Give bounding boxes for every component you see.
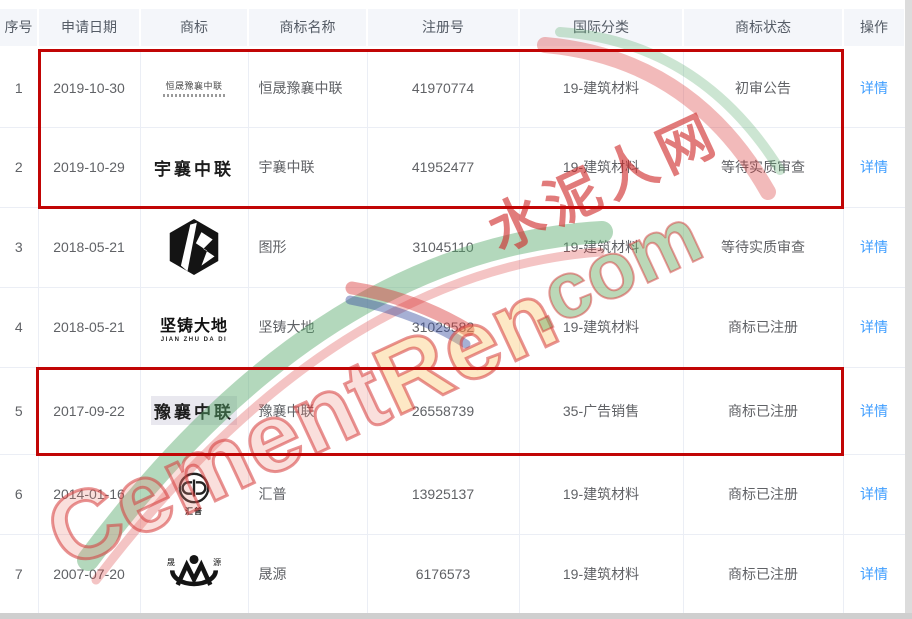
row-index: 7 — [14, 566, 23, 582]
window-edge-bottom — [0, 613, 912, 619]
column-header-index: 序号 — [0, 9, 39, 49]
intl-classification: 19-建筑材料 — [562, 566, 640, 582]
trademark-status: 初审公告 — [735, 79, 791, 96]
detail-link[interactable]: 详情 — [860, 566, 888, 582]
trademark-status: 等待实质审查 — [721, 239, 805, 255]
trademark-status: 等待实质审查 — [721, 159, 805, 175]
registration-number: 6176573 — [415, 566, 471, 582]
application-date: 2019-10-30 — [53, 79, 125, 96]
table-row: 2 2019-10-29 宇襄中联 宇襄中联 41952477 19-建筑材料 … — [0, 127, 906, 208]
table-row: 1 2019-10-30 恒晟豫襄中联 恒晟豫襄中联 41970774 19-建… — [0, 47, 906, 128]
trademark-status: 商标已注册 — [728, 319, 798, 335]
row-index: 6 — [14, 486, 23, 502]
column-header-status: 商标状态 — [683, 9, 844, 49]
trademark-name: 晟源 — [258, 566, 287, 582]
column-header-mark: 商标 — [140, 9, 249, 49]
table-row: 4 2018-05-21 坚铸大地 JIAN ZHU DA DI 坚铸大地 31… — [0, 287, 906, 368]
row-index: 1 — [14, 79, 23, 96]
registration-number: 41970774 — [411, 79, 475, 96]
table-row: 6 2014-01-16 汇普 汇普 13925137 19-建筑材料 商标已注… — [0, 454, 906, 535]
intl-classification: 19-建筑材料 — [562, 239, 640, 255]
row-index: 4 — [14, 319, 23, 335]
registration-number: 13925137 — [411, 486, 475, 502]
trademark-image-calligraphy: 豫襄中联 — [141, 396, 248, 425]
intl-classification: 19-建筑材料 — [562, 79, 640, 96]
table-row: 3 2018-05-21 图形 31045110 19-建筑材料 等待实质审查 … — [0, 207, 906, 288]
table-header-row: 序号 申请日期 商标 商标名称 注册号 国际分类 商标状态 操作 — [0, 9, 906, 49]
trademark-name: 汇普 — [258, 486, 287, 502]
detail-link[interactable]: 详情 — [860, 79, 888, 96]
detail-link[interactable]: 详情 — [860, 319, 888, 335]
intl-classification: 19-建筑材料 — [562, 486, 640, 502]
trademark-name: 坚铸大地 — [258, 319, 315, 335]
registration-number: 26558739 — [411, 402, 475, 419]
row-index: 2 — [14, 159, 23, 175]
trademark-status: 商标已注册 — [728, 486, 798, 502]
trademark-name: 图形 — [258, 239, 287, 255]
detail-link[interactable]: 详情 — [860, 159, 888, 175]
intl-classification: 19-建筑材料 — [562, 159, 640, 175]
hexagon-logo-icon — [141, 217, 248, 277]
column-header-intl_class: 国际分类 — [519, 9, 684, 49]
row-index: 5 — [14, 402, 23, 419]
application-date: 2018-05-21 — [53, 239, 125, 255]
circle-logo-icon: 汇普 — [141, 471, 248, 517]
column-header-name: 商标名称 — [248, 9, 368, 49]
trademark-name: 恒晟豫襄中联 — [258, 79, 343, 96]
trademark-status: 商标已注册 — [728, 402, 798, 419]
oval-logo-icon: 晟 源 — [141, 551, 248, 597]
trademark-image-text: 恒晟豫襄中联 — [141, 79, 248, 97]
table-row: 5 2017-09-22 豫襄中联 豫襄中联 26558739 35-广告销售 … — [0, 367, 906, 455]
row-index: 3 — [14, 239, 23, 255]
column-header-reg_no: 注册号 — [367, 9, 520, 49]
column-header-action: 操作 — [843, 9, 906, 49]
table-row: 7 2007-07-20 晟 源 晟源 6176573 19-建筑材料 商标已注… — [0, 534, 906, 615]
trademark-status: 商标已注册 — [728, 566, 798, 582]
svg-text:晟: 晟 — [167, 558, 175, 567]
application-date: 2014-01-16 — [53, 486, 125, 502]
application-date: 2019-10-29 — [53, 159, 125, 175]
trademark-image-wordmark: 坚铸大地 JIAN ZHU DA DI — [159, 317, 228, 343]
application-date: 2018-05-21 — [53, 319, 125, 335]
registration-number: 41952477 — [411, 159, 475, 175]
trademark-name: 宇襄中联 — [258, 159, 315, 175]
intl-classification: 19-建筑材料 — [562, 319, 640, 335]
illegible-subtext-line — [163, 93, 225, 97]
column-header-date: 申请日期 — [38, 9, 141, 49]
trademark-table: 序号 申请日期 商标 商标名称 注册号 国际分类 商标状态 操作 1 2019-10-30 恒… — [0, 9, 906, 615]
trademark-image-calligraphy: 宇襄中联 — [154, 159, 234, 180]
detail-link[interactable]: 详情 — [860, 486, 888, 502]
registration-number: 31029582 — [411, 319, 475, 335]
detail-link[interactable]: 详情 — [860, 239, 888, 255]
application-date: 2007-07-20 — [53, 566, 125, 582]
table-body: 1 2019-10-30 恒晟豫襄中联 恒晟豫襄中联 41970774 19-建… — [0, 47, 906, 615]
trademark-name: 豫襄中联 — [258, 402, 315, 419]
window-edge-right — [905, 0, 912, 619]
detail-link[interactable]: 详情 — [860, 402, 888, 419]
intl-classification: 35-广告销售 — [562, 402, 640, 419]
registration-number: 31045110 — [412, 239, 474, 255]
svg-text:源: 源 — [213, 558, 221, 567]
application-date: 2017-09-22 — [53, 402, 125, 419]
